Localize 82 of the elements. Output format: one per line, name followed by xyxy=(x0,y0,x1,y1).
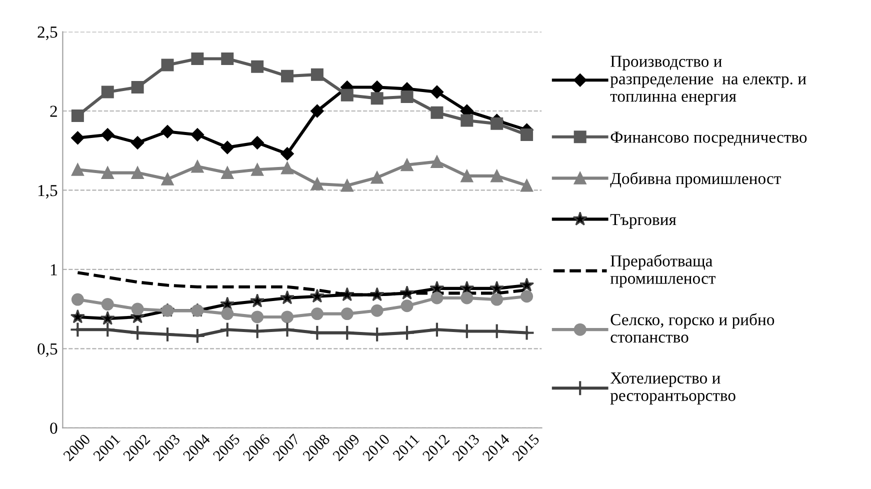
point xyxy=(71,293,84,306)
y-tick-label: 1,5 xyxy=(38,185,58,199)
point xyxy=(370,171,384,184)
point xyxy=(161,58,174,72)
legend-label: Преработваща промишленост xyxy=(610,254,716,288)
point xyxy=(101,166,114,180)
point xyxy=(430,85,444,99)
point xyxy=(490,293,504,306)
point xyxy=(131,80,144,94)
point xyxy=(161,172,174,186)
point xyxy=(251,60,264,73)
point xyxy=(250,293,265,308)
point xyxy=(490,117,504,130)
point xyxy=(520,179,534,192)
point xyxy=(101,128,114,142)
y-tick-label: 0 xyxy=(50,422,58,434)
point xyxy=(250,136,264,150)
point xyxy=(310,308,324,320)
point xyxy=(310,104,324,118)
point xyxy=(281,162,294,174)
point xyxy=(370,80,384,94)
point xyxy=(400,90,414,103)
point xyxy=(430,292,444,304)
point xyxy=(520,290,534,303)
point xyxy=(70,309,85,324)
legend-label: Селско, горско и рибно стопанство xyxy=(610,313,774,343)
point xyxy=(130,324,146,341)
y-tick-label: 2 xyxy=(50,106,57,117)
point xyxy=(460,114,474,127)
y-tick-label: 1 xyxy=(50,264,57,276)
x-tick-label: 2011 xyxy=(392,434,420,462)
point xyxy=(191,160,204,173)
y-tick-label: 2,5 xyxy=(38,26,58,40)
legend-label: Хотелиерство и ресторантьорство xyxy=(610,372,736,404)
point xyxy=(101,298,114,311)
point xyxy=(370,304,384,317)
point xyxy=(400,158,414,172)
point xyxy=(518,324,535,341)
legend-label: Производство и разпределение на електр. и топлинна енергия xyxy=(610,56,806,106)
point xyxy=(340,179,354,192)
point xyxy=(71,131,84,145)
legend-label: Добивна промишленост xyxy=(610,172,781,188)
point xyxy=(131,166,144,180)
point xyxy=(490,280,504,295)
point xyxy=(340,308,354,320)
point xyxy=(520,128,534,142)
point xyxy=(249,323,266,340)
point xyxy=(251,163,264,176)
point xyxy=(430,155,444,168)
point xyxy=(190,128,204,142)
point xyxy=(280,290,295,304)
point xyxy=(399,324,416,341)
point xyxy=(101,86,114,98)
point xyxy=(191,52,204,65)
point xyxy=(100,310,115,325)
point xyxy=(400,300,414,312)
point xyxy=(251,310,264,324)
y-tick-label: 0,5 xyxy=(38,343,58,357)
point xyxy=(221,166,234,180)
point xyxy=(130,136,144,150)
point xyxy=(160,125,174,138)
point xyxy=(280,147,294,160)
legend-label: Търговия xyxy=(610,214,676,229)
point xyxy=(281,310,294,324)
point xyxy=(340,88,354,102)
point xyxy=(221,308,234,320)
point xyxy=(131,302,144,316)
point xyxy=(71,110,84,122)
point xyxy=(281,70,294,82)
point xyxy=(71,163,84,176)
point xyxy=(221,52,234,65)
point xyxy=(310,288,325,303)
point xyxy=(430,106,444,119)
point xyxy=(220,140,234,154)
point xyxy=(310,178,324,190)
point xyxy=(370,92,384,105)
point xyxy=(490,170,504,182)
point xyxy=(460,292,474,304)
point xyxy=(519,278,534,292)
point xyxy=(460,170,474,182)
legend-label: Финансово посредничество xyxy=(610,132,807,146)
point xyxy=(310,68,324,81)
